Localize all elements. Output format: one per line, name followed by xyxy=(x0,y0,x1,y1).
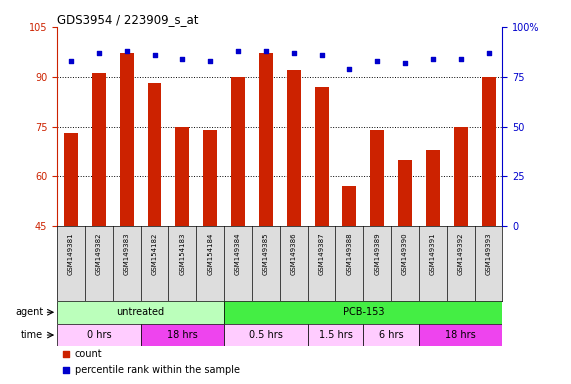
Text: GSM149387: GSM149387 xyxy=(319,232,324,275)
Text: GSM154182: GSM154182 xyxy=(151,232,158,275)
Bar xyxy=(426,150,440,226)
Point xyxy=(456,56,465,62)
Text: GSM149393: GSM149393 xyxy=(485,232,492,275)
Text: 0.5 hrs: 0.5 hrs xyxy=(249,330,283,340)
Bar xyxy=(454,126,468,226)
Text: 18 hrs: 18 hrs xyxy=(167,330,198,340)
Bar xyxy=(308,324,363,346)
Text: count: count xyxy=(75,349,103,359)
Text: GSM149383: GSM149383 xyxy=(124,232,130,275)
Point xyxy=(289,50,298,56)
Point xyxy=(150,52,159,58)
Point xyxy=(122,48,131,54)
Text: 18 hrs: 18 hrs xyxy=(445,330,476,340)
Bar xyxy=(224,301,502,324)
Bar xyxy=(370,130,384,226)
Point xyxy=(373,58,382,64)
Text: percentile rank within the sample: percentile rank within the sample xyxy=(75,365,240,375)
Point xyxy=(345,66,354,72)
Text: agent: agent xyxy=(15,307,43,317)
Text: 6 hrs: 6 hrs xyxy=(379,330,404,340)
Text: GSM149385: GSM149385 xyxy=(263,232,269,275)
Point xyxy=(178,56,187,62)
Bar xyxy=(224,324,308,346)
Point xyxy=(428,56,437,62)
Text: GSM149389: GSM149389 xyxy=(374,232,380,275)
Bar xyxy=(147,83,162,226)
Text: GSM149391: GSM149391 xyxy=(430,232,436,275)
Bar xyxy=(231,77,245,226)
Text: 1.5 hrs: 1.5 hrs xyxy=(319,330,352,340)
Text: GSM149392: GSM149392 xyxy=(458,232,464,275)
Text: GSM149388: GSM149388 xyxy=(347,232,352,275)
Text: GSM149381: GSM149381 xyxy=(68,232,74,275)
Point xyxy=(484,50,493,56)
Text: GDS3954 / 223909_s_at: GDS3954 / 223909_s_at xyxy=(57,13,199,26)
Bar xyxy=(120,53,134,226)
Bar xyxy=(203,130,217,226)
Bar xyxy=(363,324,419,346)
Point xyxy=(66,58,75,64)
Bar xyxy=(57,301,224,324)
Text: 0 hrs: 0 hrs xyxy=(87,330,111,340)
Bar xyxy=(92,73,106,226)
Bar xyxy=(259,53,273,226)
Text: GSM149390: GSM149390 xyxy=(402,232,408,275)
Bar xyxy=(419,324,502,346)
Point xyxy=(234,48,243,54)
Bar xyxy=(481,77,496,226)
Bar xyxy=(175,126,190,226)
Bar xyxy=(287,70,301,226)
Text: GSM149386: GSM149386 xyxy=(291,232,297,275)
Point xyxy=(317,52,326,58)
Bar xyxy=(140,324,224,346)
Text: GSM149384: GSM149384 xyxy=(235,232,241,275)
Bar xyxy=(315,87,328,226)
Text: time: time xyxy=(21,330,43,340)
Bar xyxy=(57,324,140,346)
Text: PCB-153: PCB-153 xyxy=(343,307,384,317)
Point xyxy=(62,351,71,357)
Bar xyxy=(398,160,412,226)
Point xyxy=(206,58,215,64)
Text: GSM154183: GSM154183 xyxy=(179,232,186,275)
Point xyxy=(94,50,103,56)
Bar xyxy=(64,133,78,226)
Bar xyxy=(343,186,356,226)
Text: GSM149382: GSM149382 xyxy=(96,232,102,275)
Text: untreated: untreated xyxy=(116,307,164,317)
Text: GSM154184: GSM154184 xyxy=(207,232,213,275)
Point xyxy=(262,48,271,54)
Point xyxy=(400,60,409,66)
Point xyxy=(62,367,71,373)
